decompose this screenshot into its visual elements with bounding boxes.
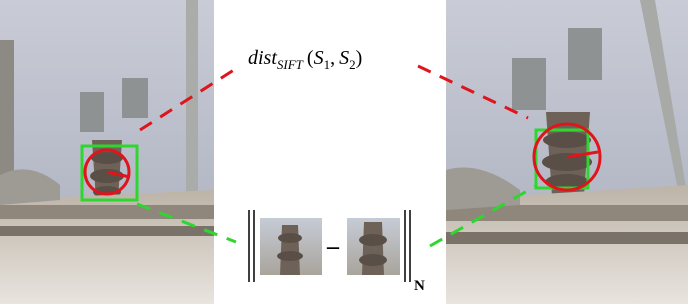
paren: ) bbox=[356, 47, 363, 69]
formula: distSIFT(S1,S2) bbox=[248, 47, 362, 72]
figure: distSIFT(S1,S2) – N bbox=[0, 0, 688, 304]
arg: S bbox=[339, 47, 349, 69]
subscript: SIFT bbox=[277, 57, 304, 72]
minus: – bbox=[326, 234, 340, 260]
norm-subscript: N bbox=[414, 278, 425, 294]
arg: S bbox=[314, 47, 324, 69]
norm: – N bbox=[249, 210, 425, 294]
separator: , bbox=[330, 47, 335, 69]
left-photo bbox=[0, 0, 214, 304]
right-photo bbox=[446, 0, 688, 304]
function: dist bbox=[248, 47, 277, 69]
